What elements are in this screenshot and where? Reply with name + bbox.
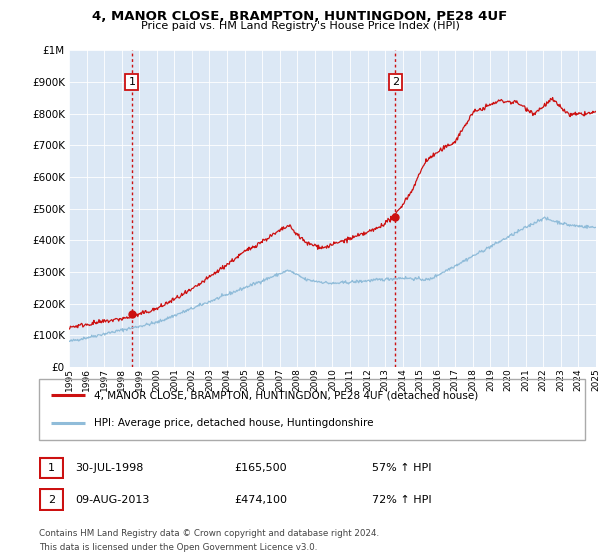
Text: 1: 1 [48,463,55,473]
Text: 09-AUG-2013: 09-AUG-2013 [75,494,149,505]
Text: 57% ↑ HPI: 57% ↑ HPI [372,463,431,473]
Text: 30-JUL-1998: 30-JUL-1998 [75,463,143,473]
Text: £474,100: £474,100 [234,494,287,505]
Text: 2: 2 [48,494,55,505]
Text: 4, MANOR CLOSE, BRAMPTON, HUNTINGDON, PE28 4UF (detached house): 4, MANOR CLOSE, BRAMPTON, HUNTINGDON, PE… [94,390,478,400]
Text: 1: 1 [128,77,136,87]
Text: HPI: Average price, detached house, Huntingdonshire: HPI: Average price, detached house, Hunt… [94,418,373,428]
Text: Contains HM Land Registry data © Crown copyright and database right 2024.: Contains HM Land Registry data © Crown c… [39,529,379,538]
Text: £165,500: £165,500 [234,463,287,473]
Text: 72% ↑ HPI: 72% ↑ HPI [372,494,431,505]
Text: 2: 2 [392,77,399,87]
Text: Price paid vs. HM Land Registry's House Price Index (HPI): Price paid vs. HM Land Registry's House … [140,21,460,31]
Text: This data is licensed under the Open Government Licence v3.0.: This data is licensed under the Open Gov… [39,543,317,552]
Text: 4, MANOR CLOSE, BRAMPTON, HUNTINGDON, PE28 4UF: 4, MANOR CLOSE, BRAMPTON, HUNTINGDON, PE… [92,10,508,23]
